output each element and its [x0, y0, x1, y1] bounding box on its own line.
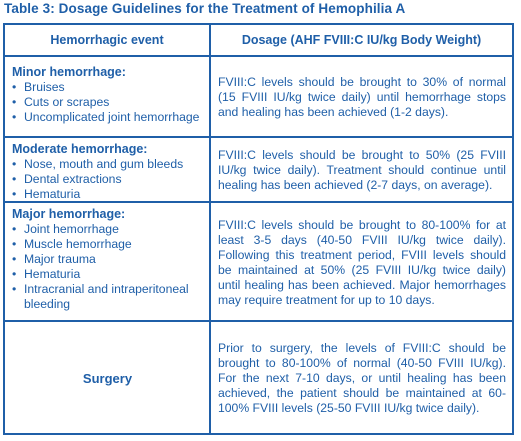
- dosage-cell-minor: FVIII:C levels should be brought to 30% …: [211, 57, 512, 138]
- event-cell-major: Major hemorrhage: Joint hemorrhage Muscl…: [5, 203, 211, 322]
- event-title-surgery: Surgery: [82, 371, 133, 386]
- event-title-minor: Minor hemorrhage:: [12, 65, 126, 79]
- event-title-moderate: Moderate hemorrhage:: [12, 142, 148, 156]
- event-list-moderate: Nose, mouth and gum bleeds Dental extrac…: [12, 157, 203, 201]
- list-item: Intracranial and intraperitoneal bleedin…: [12, 282, 203, 312]
- list-item: Hematuria: [12, 187, 203, 201]
- event-list-major: Joint hemorrhage Muscle hemorrhage Major…: [12, 222, 203, 312]
- event-list-minor: Bruises Cuts or scrapes Uncomplicated jo…: [12, 80, 203, 125]
- event-cell-minor: Minor hemorrhage: Bruises Cuts or scrape…: [5, 57, 211, 138]
- list-item: Nose, mouth and gum bleeds: [12, 157, 203, 172]
- event-title-major: Major hemorrhage:: [12, 207, 126, 221]
- list-item: Cuts or scrapes: [12, 95, 203, 110]
- list-item: Bruises: [12, 80, 203, 95]
- list-item: Muscle hemorrhage: [12, 237, 203, 252]
- dosage-cell-major: FVIII:C levels should be brought to 80-1…: [211, 203, 512, 322]
- dosage-text-minor: FVIII:C levels should be brought to 30% …: [218, 75, 506, 119]
- dosage-text-major: FVIII:C levels should be brought to 80-1…: [218, 217, 506, 307]
- list-item: Major trauma: [12, 252, 203, 267]
- list-item: Uncomplicated joint hemorrhage: [12, 110, 203, 125]
- header-dosage: Dosage (AHF FVIII:C IU/kg Body Weight): [211, 25, 512, 57]
- list-item: Joint hemorrhage: [12, 222, 203, 237]
- list-item: Hematuria: [12, 267, 203, 282]
- list-item: Dental extractions: [12, 172, 203, 187]
- table-title: Table 3: Dosage Guidelines for the Treat…: [4, 1, 406, 16]
- dosage-cell-moderate: FVIII:C levels should be brought to 50% …: [211, 138, 512, 203]
- dosage-cell-surgery: Prior to surgery, the levels of FVIII:C …: [211, 322, 512, 433]
- dosage-table: Hemorrhagic event Dosage (AHF FVIII:C IU…: [3, 23, 514, 435]
- header-hemorrhagic-event: Hemorrhagic event: [5, 25, 211, 57]
- dosage-text-surgery: Prior to surgery, the levels of FVIII:C …: [218, 341, 506, 415]
- event-cell-moderate: Moderate hemorrhage: Nose, mouth and gum…: [5, 138, 211, 203]
- event-cell-surgery: Surgery: [5, 322, 211, 433]
- dosage-text-moderate: FVIII:C levels should be brought to 50% …: [218, 148, 506, 192]
